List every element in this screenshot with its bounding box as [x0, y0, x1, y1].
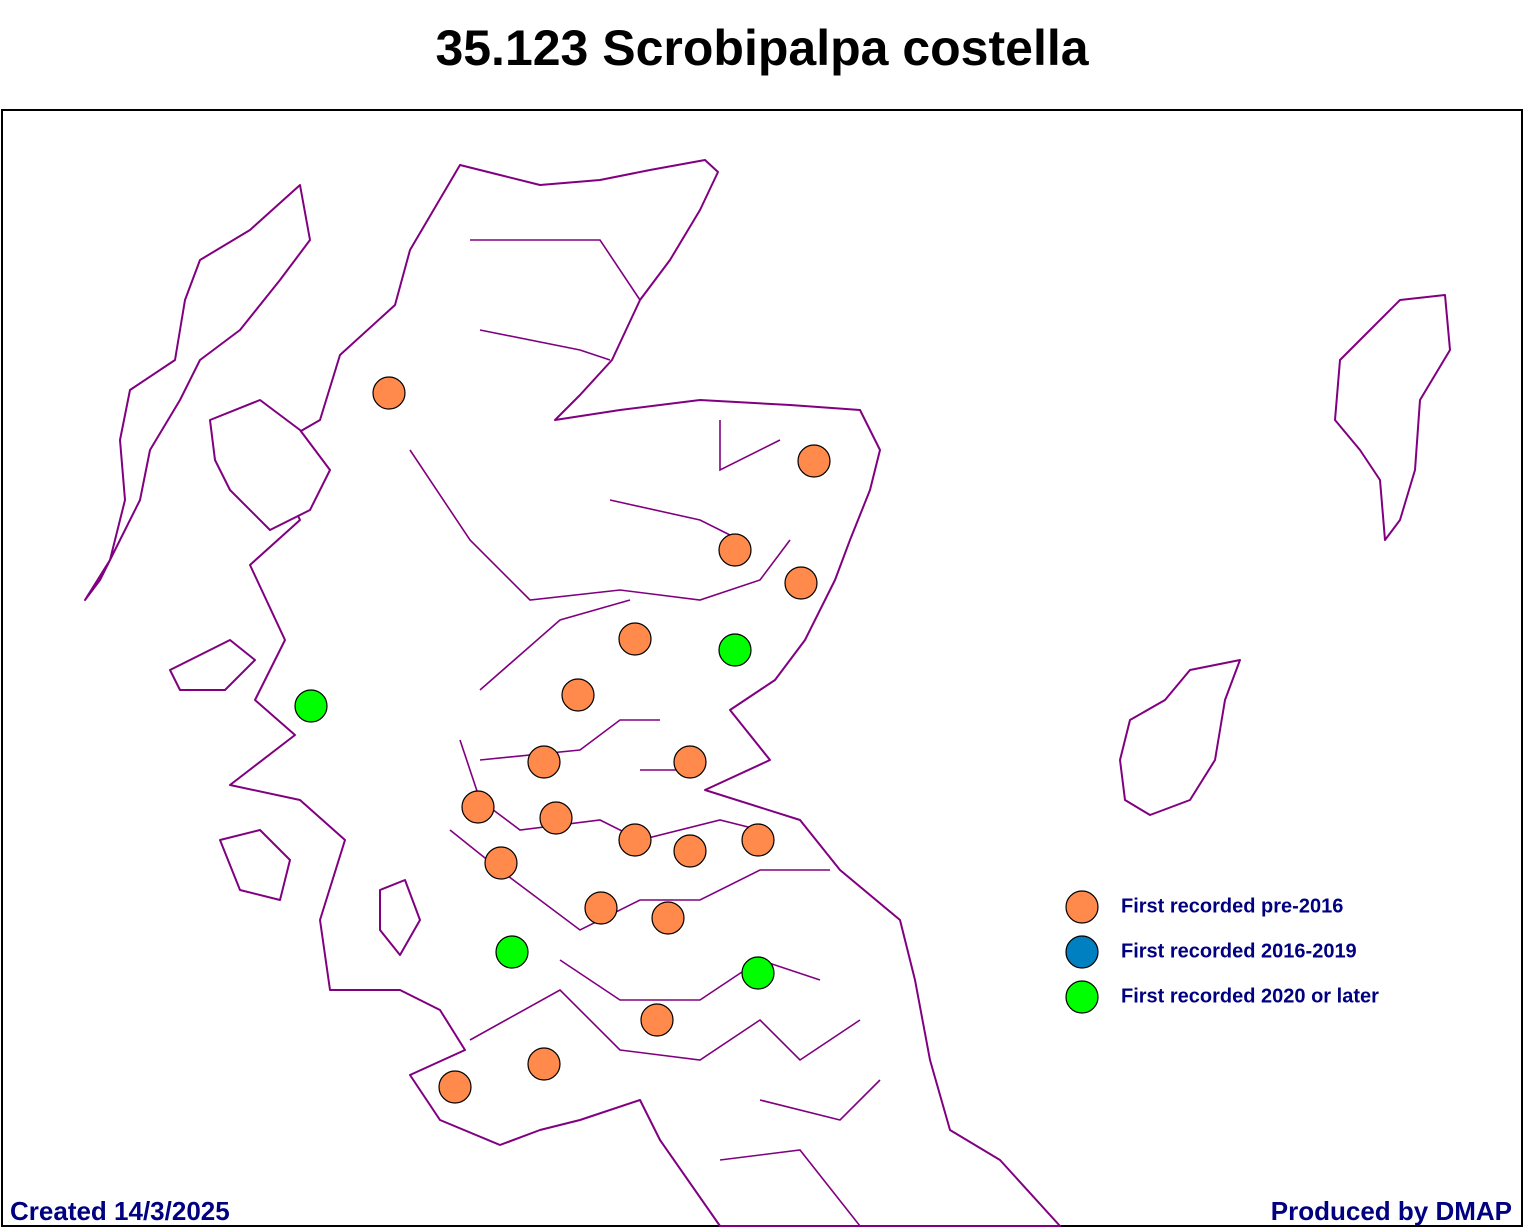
- record-dot: [797, 444, 831, 478]
- record-dot: [294, 689, 328, 723]
- record-dot: [561, 678, 595, 712]
- record-dot: [741, 823, 775, 857]
- map-outline: [84, 159, 1451, 1227]
- legend-label: First recorded pre-2016: [1121, 895, 1343, 917]
- record-dot: [618, 622, 652, 656]
- legend: First recorded pre-2016 First recorded 20…: [1065, 890, 1379, 1014]
- created-note: Created 14/3/2025: [10, 1196, 230, 1226]
- record-dot: [584, 891, 618, 925]
- legend-label: First recorded 2020 or later: [1121, 985, 1379, 1007]
- record-dot: [718, 633, 752, 667]
- orkney: [1119, 659, 1241, 816]
- record-dot: [618, 823, 652, 857]
- record-dot: [718, 533, 752, 567]
- mull: [169, 639, 256, 691]
- record-dot: [438, 1070, 472, 1104]
- record-dot: [784, 566, 818, 600]
- record-dot: [673, 834, 707, 868]
- legend-swatch: [1065, 890, 1099, 924]
- record-dot: [539, 801, 573, 835]
- record-dot: [495, 935, 529, 969]
- record-dot: [651, 901, 685, 935]
- legend-label: First recorded 2016-2019: [1121, 940, 1357, 962]
- shetland: [1334, 294, 1451, 541]
- record-dot: [741, 956, 775, 990]
- record-dot: [484, 846, 518, 880]
- skye: [209, 399, 331, 531]
- legend-swatch: [1065, 935, 1099, 969]
- record-dot: [372, 376, 406, 410]
- record-dot: [640, 1003, 674, 1037]
- legend-swatch: [1065, 980, 1099, 1014]
- record-dots: [294, 376, 831, 1104]
- record-dot: [527, 745, 561, 779]
- mainland: [229, 159, 1061, 1227]
- arran: [379, 879, 421, 956]
- outer-hebrides: [84, 184, 311, 601]
- kintyre: [219, 829, 291, 901]
- record-dot: [673, 745, 707, 779]
- producer-note: Produced by DMAP: [1271, 1196, 1512, 1226]
- record-dot: [461, 790, 495, 824]
- map-title: 35.123 Scrobipalpa costella: [435, 20, 1089, 76]
- record-dot: [527, 1047, 561, 1081]
